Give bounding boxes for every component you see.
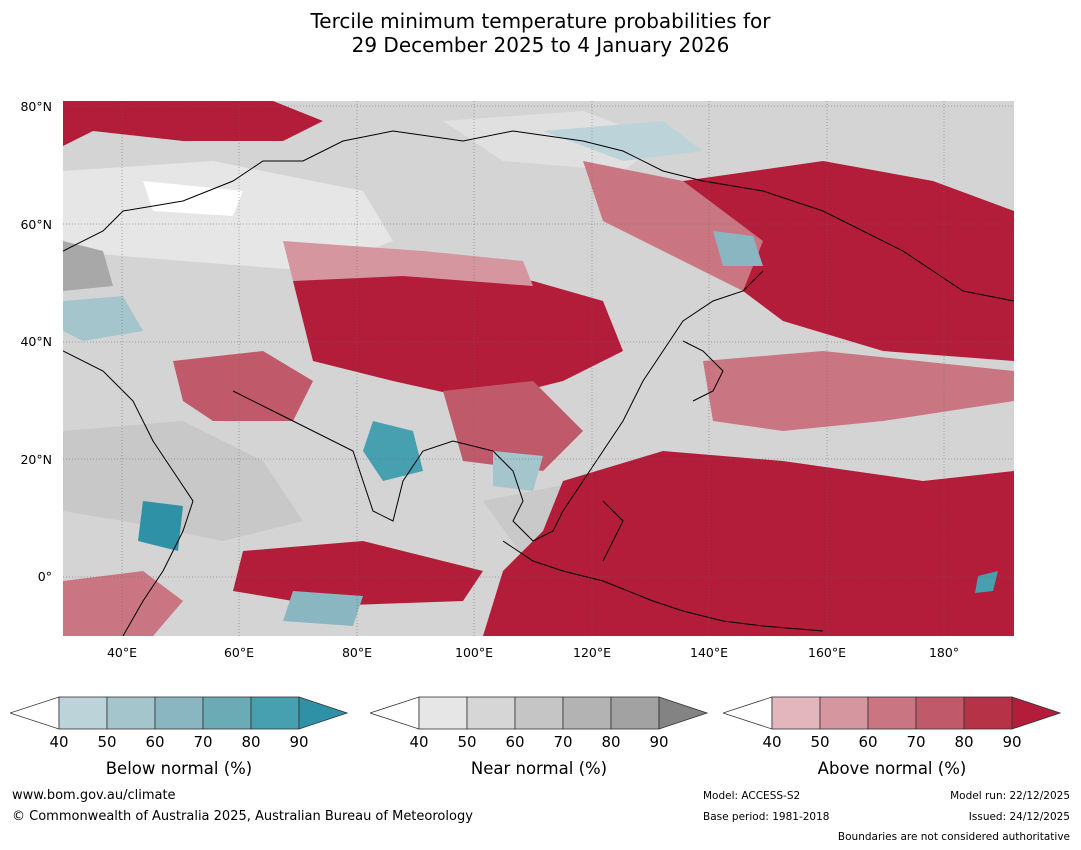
colorbar-swatch [466,696,516,730]
cbar-near-tick: 70 [553,733,573,751]
below-normal-far-east [713,231,763,266]
lon-label-160e: 160°E [807,645,847,660]
above-normal-west-pacific [483,451,1014,636]
colorbar-below-normal [8,695,349,735]
lon-label-80e: 80°E [341,645,373,660]
cbar-above-tick: 70 [906,733,926,751]
cbar-below-tick: 60 [145,733,165,751]
colorbar-swatch [202,696,252,730]
lat-label-60n: 60°N [20,217,52,232]
title-line-2: 29 December 2025 to 4 January 2026 [351,33,730,57]
above-normal-pacific-band [703,351,1014,431]
copyright-text: © Commonwealth of Australia 2025, Austra… [12,809,473,824]
lon-label-100e: 100°E [454,645,494,660]
cbar-near-tick: 50 [457,733,477,751]
above-normal-central-asia [293,271,623,401]
model-run-info: Model run: 22/12/2025 [950,790,1070,802]
colorbar-swatch [106,696,156,730]
cbar-above-tick: 50 [810,733,830,751]
cbar-below-tick: 50 [97,733,117,751]
lon-label-60e: 60°E [223,645,255,660]
colorbar-extend-left [721,696,773,730]
colorbar-swatch [915,696,965,730]
below-normal-africa-horn [138,501,183,551]
colorbar-swatch [154,696,204,730]
cbar-below-tick: 70 [193,733,213,751]
cbar-near-tick: 90 [649,733,669,751]
cbar-above-tick: 40 [762,733,782,751]
below-normal-southeast-asia [493,451,543,491]
lat-label-40n: 40°N [20,334,52,349]
colorbar-below-normal-label: Below normal (%) [105,759,253,778]
below-normal-ocean-patch [283,591,363,626]
probability-map [63,101,1014,636]
colorbar-swatch [610,696,660,730]
cbar-below-tick: 80 [241,733,261,751]
lon-label-40e: 40°E [106,645,138,660]
cbar-above-tick: 80 [954,733,974,751]
colorbar-swatch [771,696,821,730]
cbar-below-tick: 90 [289,733,309,751]
lat-label-0: 0° [37,569,52,584]
cbar-above-tick: 90 [1002,733,1022,751]
website-link[interactable]: www.bom.gov.au/climate [12,788,176,803]
colorbar-swatch [58,696,108,730]
lon-label-180: 180° [928,645,960,660]
above-normal-indian-ocean [233,541,483,606]
colorbar-swatch [819,696,869,730]
boundaries-disclaimer: Boundaries are not considered authoritat… [837,831,1070,843]
colorbar-near-normal-swatches [368,696,709,730]
colorbar-near-normal [368,695,709,735]
below-normal-arctic [543,121,703,161]
colorbar-extend-right [298,696,349,730]
above-normal-south-asia [443,381,583,471]
colorbar-above-normal [721,695,1062,735]
colorbar-above-normal-swatches [721,696,1062,730]
cbar-below-tick: 40 [49,733,69,751]
map-canvas [63,101,1014,636]
colorbar-above-normal-label: Above normal (%) [817,759,967,778]
cbar-near-tick: 40 [409,733,429,751]
colorbar-extend-left [8,696,60,730]
above-normal-africa-east [63,571,183,636]
colorbar-extend-right [658,696,709,730]
above-normal-middle-east [173,351,313,421]
colorbar-swatch [963,696,1013,730]
colorbar-swatch [250,696,300,730]
near-normal-patch-arabia [63,421,303,541]
near-normal-white-patch [143,181,243,216]
colorbar-extend-right [1011,696,1062,730]
title-line-1: Tercile minimum temperature probabilitie… [310,9,771,33]
near-normal-dark-patch-west [63,241,113,291]
above-normal-pacific-north [683,161,1014,361]
map-title: Tercile minimum temperature probabilitie… [0,9,1081,57]
cbar-near-tick: 60 [505,733,525,751]
lat-label-80n: 80°N [20,99,52,114]
coastlines [63,130,1014,636]
colorbar-swatch [562,696,612,730]
colorbar-below-normal-swatches [8,696,349,730]
below-normal-black-sea [63,296,143,341]
lat-label-20n: 20°N [20,452,52,467]
above-normal-fringe-mongolia [283,241,533,286]
colorbar-swatch [418,696,468,730]
colorbar-swatch [514,696,564,730]
below-normal-india [363,421,423,481]
model-info: Model: ACCESS-S2 [703,790,801,802]
issued-info: Issued: 24/12/2025 [968,811,1070,823]
colorbar-extend-left [368,696,420,730]
cbar-above-tick: 60 [858,733,878,751]
graticule [63,101,1014,636]
base-period-info: Base period: 1981-2018 [703,811,830,823]
above-normal-arctic-west [63,101,323,146]
colorbar-swatch [867,696,917,730]
below-normal-pacific-spot [975,571,998,593]
cbar-near-tick: 80 [601,733,621,751]
lon-label-140e: 140°E [689,645,729,660]
lon-label-120e: 120°E [572,645,612,660]
colorbar-near-normal-label: Near normal (%) [470,759,608,778]
